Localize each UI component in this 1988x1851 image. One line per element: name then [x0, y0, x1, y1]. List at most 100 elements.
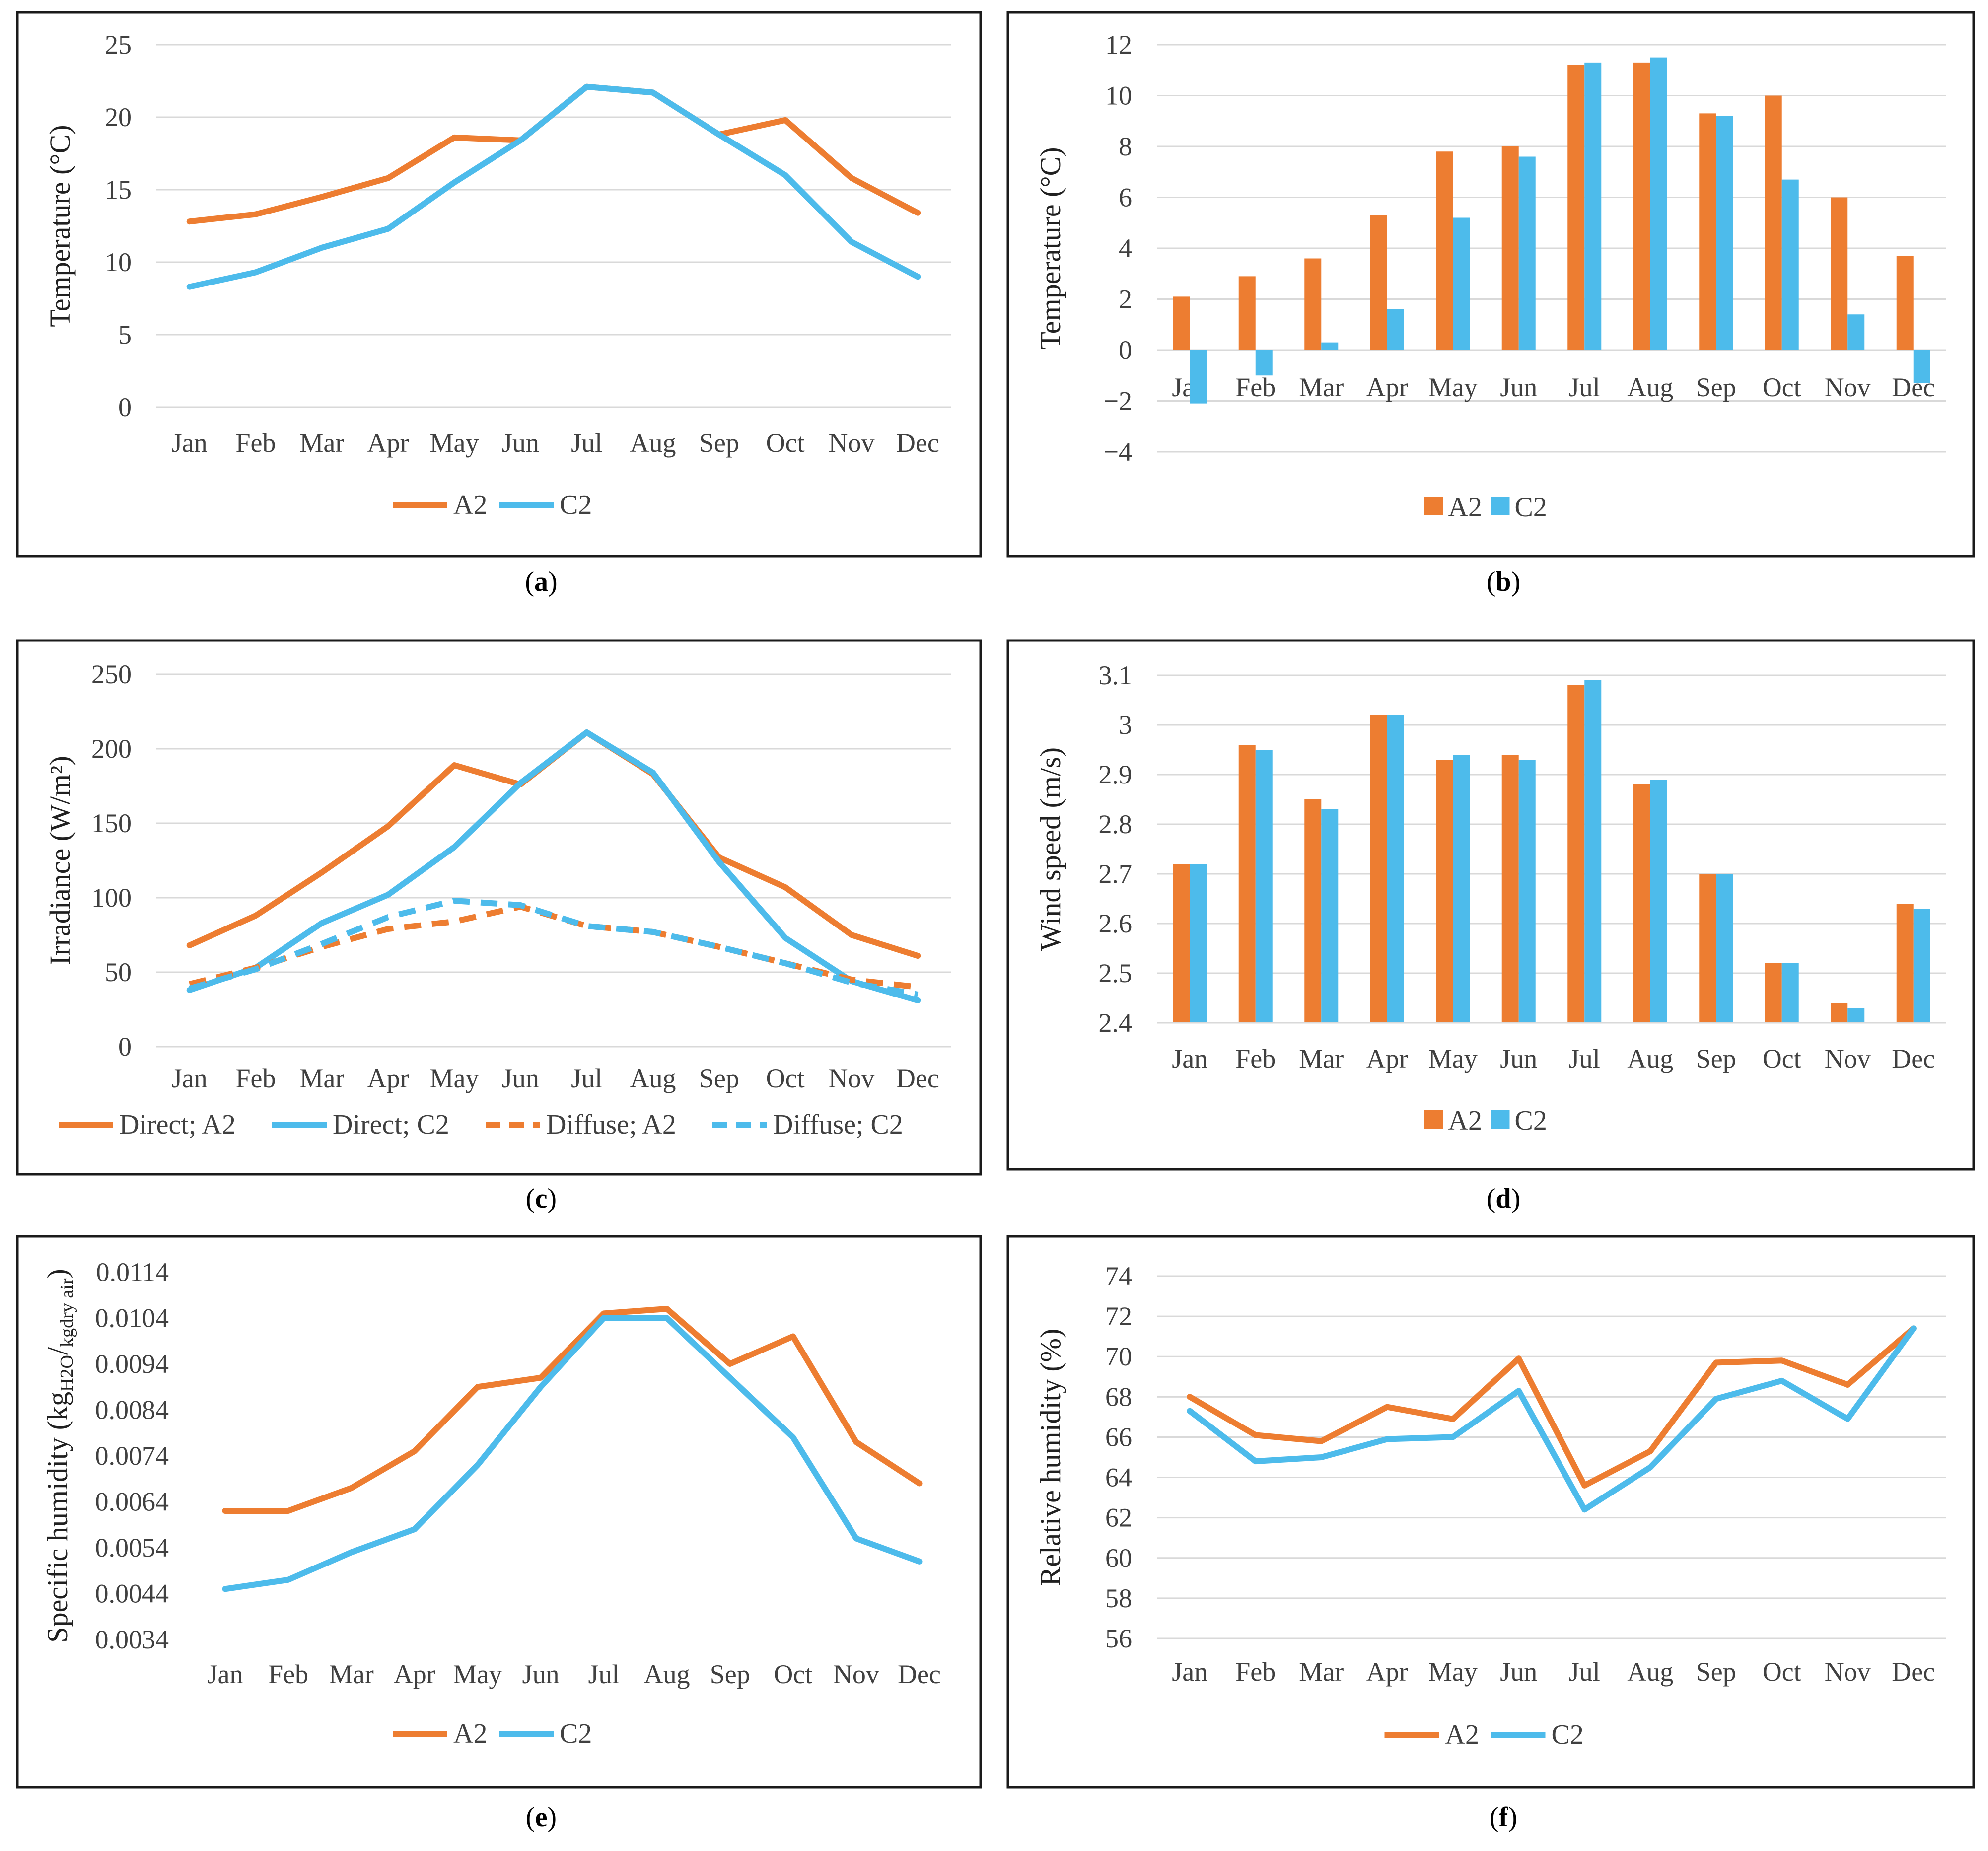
y-tick-label: 15 [105, 175, 132, 205]
y-tick-label: 2.6 [1099, 909, 1133, 938]
legend: A2 C2 [1424, 492, 1547, 523]
y-tick-label: 200 [91, 734, 132, 764]
bar-a2-aug [1633, 62, 1650, 350]
x-tick-label: Dec [896, 428, 939, 458]
x-tick-label: Oct [1763, 1657, 1801, 1687]
bar-c2-oct [1781, 963, 1799, 1023]
x-tick-label: Nov [829, 1064, 875, 1093]
x-tick-label: Nov [1825, 372, 1871, 402]
caption-paren: ( [1487, 1183, 1496, 1214]
x-tick-label: Sep [710, 1659, 750, 1689]
bar-c2-oct [1781, 179, 1799, 350]
legend-swatch [1491, 497, 1510, 515]
y-tick-label: 4 [1119, 233, 1132, 263]
y-tick-label: 0.0034 [95, 1625, 169, 1654]
series-line-a2 [222, 1306, 923, 1514]
bar-c2-apr [1387, 715, 1404, 1023]
x-tick-label: Jan [172, 428, 208, 458]
x-tick-label: Feb [1235, 372, 1276, 402]
caption-letter: d [1495, 1183, 1511, 1214]
y-tick-label: 50 [105, 957, 132, 987]
bar-a2-jul [1567, 685, 1585, 1023]
y-tick-label: 100 [91, 883, 132, 913]
bar-a2-oct [1765, 95, 1782, 350]
bar-a2-feb [1238, 276, 1256, 350]
legend: Direct; A2 Direct; C2 Diffuse; A2 Diffuse; … [59, 1109, 903, 1140]
x-tick-label: Jul [588, 1659, 620, 1689]
y-tick-label: 0.0114 [96, 1257, 169, 1287]
x-tick-label: Jun [522, 1659, 559, 1689]
y-tick-label: 0.0064 [95, 1487, 169, 1517]
bar-a2-may [1436, 151, 1453, 350]
chart-panel-d: 2.4 2.5 2.6 2.7 2.8 2.9 3 3.1 Wind speed (m/s) Ja… [1006, 639, 1975, 1214]
y-axis-title: Irradiance (W/m²) [44, 756, 76, 965]
y-tick-label: 0.0074 [95, 1441, 169, 1471]
x-tick-label: Feb [236, 428, 276, 458]
y-axis-title: Relative humidity (%) [1034, 1329, 1066, 1586]
y-tick-label: 74 [1105, 1261, 1132, 1291]
bar-c2-aug [1650, 780, 1667, 1023]
y-tick-label: 2.9 [1099, 760, 1133, 789]
legend-label: Direct; C2 [333, 1109, 449, 1140]
panel-caption: (b) [1487, 567, 1520, 597]
bar-a2-nov [1831, 1003, 1848, 1023]
caption-paren: ( [526, 1183, 535, 1214]
y-tick-label: 2.7 [1099, 859, 1133, 889]
chart-panel-a: 0 5 10 15 20 25 Temperature (°C) Jan Feb Mar Apr Ma… [16, 11, 982, 597]
legend: A2 C2 [393, 1718, 592, 1749]
legend-label: C2 [1515, 492, 1547, 523]
panel-frame [16, 639, 982, 1176]
x-tick-label: May [453, 1659, 502, 1689]
panel-frame [1006, 639, 1975, 1171]
x-tick-label: Apr [394, 1659, 435, 1689]
bar-c2-nov [1847, 314, 1865, 350]
legend-label: C2 [560, 490, 592, 520]
y-axis-title: Specific humidity (kgH2O/kgdry air) [41, 1269, 77, 1642]
y-tick-label: 0.0044 [95, 1579, 169, 1609]
bar-c2-may [1453, 217, 1470, 350]
x-tick-label: Jun [502, 428, 539, 458]
y-axis-title-part: kgdry air [57, 1278, 77, 1347]
chart-panel-c: 0 50 100 150 200 250 Irradiance (W/m²) Jan Feb Ma… [16, 639, 982, 1214]
x-tick-label: Jun [1500, 1657, 1537, 1687]
series-line-c2 [1187, 1325, 1917, 1513]
x-tick-label: Jul [1569, 372, 1600, 402]
bar-a2-mar [1304, 258, 1322, 350]
bar-a2-jun [1501, 755, 1519, 1023]
x-tick-label: Feb [1235, 1044, 1276, 1073]
y-tick-label: 70 [1105, 1342, 1132, 1371]
bar-a2-jan [1173, 864, 1190, 1023]
panel-caption: (d) [1487, 1183, 1520, 1214]
y-tick-label: −4 [1104, 437, 1132, 467]
y-tick-label: 12 [1105, 30, 1132, 60]
legend-label: A2 [453, 1718, 487, 1749]
x-tick-label: Mar [1299, 372, 1344, 402]
y-tick-label: 0.0094 [95, 1349, 169, 1379]
caption-paren: ( [525, 567, 534, 597]
y-axis-title: Wind speed (m/s) [1034, 747, 1066, 951]
legend-swatch [1424, 1110, 1443, 1129]
legend-label: C2 [560, 1718, 592, 1749]
x-tick-label: Jun [1500, 372, 1537, 402]
bar-c2-feb [1255, 750, 1273, 1023]
x-tick-label: Aug [644, 1659, 690, 1689]
x-tick-label: Sep [1696, 372, 1736, 402]
legend-label: Diffuse; C2 [773, 1109, 903, 1140]
x-tick-label: Jun [1500, 1044, 1537, 1073]
caption-letter: e [535, 1802, 548, 1833]
x-tick-label: Oct [1763, 1044, 1801, 1073]
panel-caption: (c) [526, 1183, 557, 1214]
caption-letter: a [534, 567, 548, 597]
legend-label: C2 [1552, 1719, 1584, 1750]
bar-a2-aug [1633, 784, 1650, 1023]
bar-a2-dec [1896, 256, 1914, 350]
x-tick-label: Aug [1627, 1657, 1673, 1687]
legend-swatch [1424, 497, 1443, 515]
x-tick-label: Apr [1366, 1044, 1408, 1073]
bar-c2-jan [1190, 350, 1207, 404]
y-tick-label: 0 [1119, 335, 1132, 365]
x-tick-label: Nov [829, 428, 875, 458]
bar-c2-mar [1321, 342, 1339, 350]
bar-a2-jul [1567, 65, 1585, 350]
